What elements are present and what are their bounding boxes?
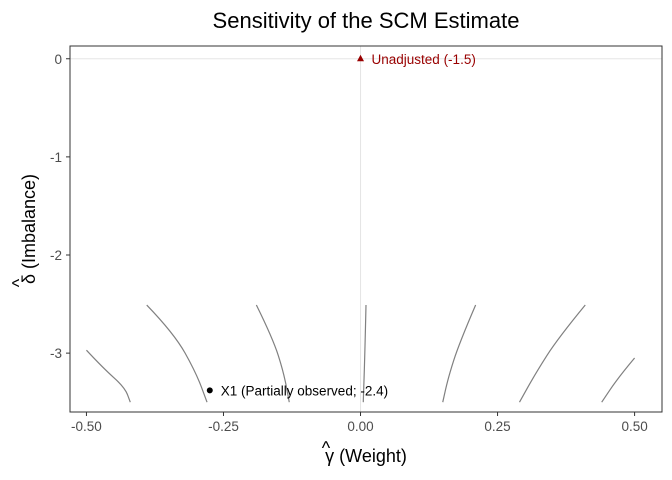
x-axis-ticks: -0.50 -0.25 0.00 0.25 0.50 bbox=[71, 412, 648, 434]
contour-line-2 bbox=[146, 304, 208, 403]
x-tick-label: -0.25 bbox=[208, 419, 239, 434]
x-axis-title-text: γ (Weight) bbox=[325, 446, 407, 466]
contour-line-7 bbox=[601, 357, 636, 403]
data-points: Unadjusted (-1.5) X1 (Partially observed;… bbox=[206, 52, 476, 398]
x-axis-title: γ (Weight) ^ bbox=[322, 438, 407, 466]
point-marker-x1 bbox=[206, 387, 213, 394]
x-axis-title-hat: ^ bbox=[322, 438, 331, 458]
y-tick-label: 0 bbox=[54, 52, 62, 67]
point-label-1: Unadjusted (-1.5) bbox=[372, 52, 476, 67]
contour-lines bbox=[86, 304, 636, 403]
contour-line-1 bbox=[86, 349, 131, 403]
contour-line-5 bbox=[442, 304, 477, 403]
reference-lines bbox=[70, 46, 662, 412]
contour-line-6 bbox=[518, 304, 586, 403]
y-tick-label: -1 bbox=[50, 150, 62, 165]
y-axis-title-text: δ (Imbalance) bbox=[19, 174, 39, 284]
x-tick-label: -0.50 bbox=[71, 419, 102, 434]
y-axis-title-hat: ^ bbox=[9, 278, 29, 287]
x-tick-label: 0.00 bbox=[347, 419, 373, 434]
panel-border bbox=[69, 45, 663, 413]
y-tick-label: -2 bbox=[50, 248, 62, 263]
y-axis-ticks: 0 -1 -2 -3 bbox=[50, 52, 70, 361]
contour-line-4 bbox=[362, 305, 367, 403]
x-tick-label: 0.50 bbox=[621, 419, 647, 434]
x-tick-label: 0.25 bbox=[484, 419, 510, 434]
point-label-2: X1 (Partially observed; -2.4) bbox=[221, 383, 388, 398]
chart-title: Sensitivity of the SCM Estimate bbox=[213, 8, 520, 33]
contour-line-3 bbox=[255, 304, 290, 403]
y-axis-title: δ (Imbalance) ^ bbox=[9, 174, 39, 287]
y-tick-label: -3 bbox=[50, 346, 62, 361]
point-marker-unadjusted bbox=[357, 54, 365, 62]
